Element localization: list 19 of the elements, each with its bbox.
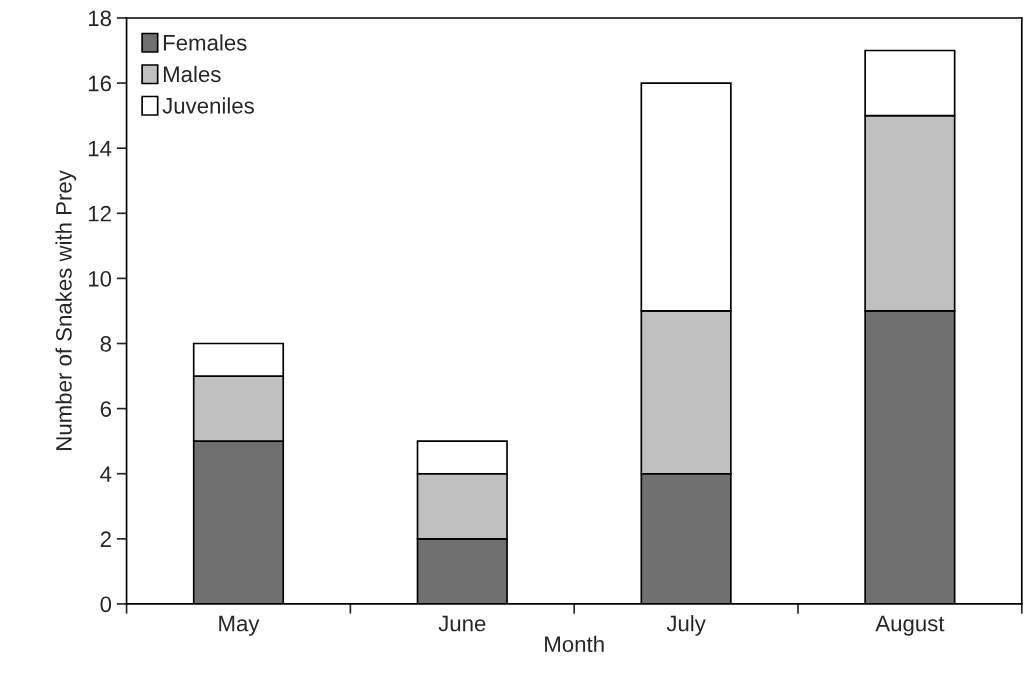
y-tick-label: 12 [88, 205, 111, 222]
x-axis-title: Month [545, 635, 604, 653]
y-tick-label: 8 [100, 336, 112, 352]
x-tick-label: July [666, 615, 706, 636]
y-tick-label: 6 [100, 401, 112, 417]
y-tick-label: 14 [88, 140, 112, 157]
x-tick-label: May [219, 615, 260, 636]
y-tick-label: 10 [88, 270, 112, 287]
x-tick-label: June [438, 615, 486, 632]
y-tick-label: 16 [88, 75, 112, 92]
y-tick-label: 0 [100, 596, 112, 613]
x-tick-label: August [875, 615, 945, 636]
y-tick-label: 18 [88, 10, 112, 27]
legend-label: Females [163, 34, 247, 51]
y-tick-label: 4 [100, 466, 112, 482]
y-tick-label: 2 [100, 531, 111, 547]
legend-label: Males [163, 65, 221, 83]
legend-label: Juveniles [162, 97, 254, 114]
y-axis-title: Number of Snakes with Prey [55, 170, 77, 450]
